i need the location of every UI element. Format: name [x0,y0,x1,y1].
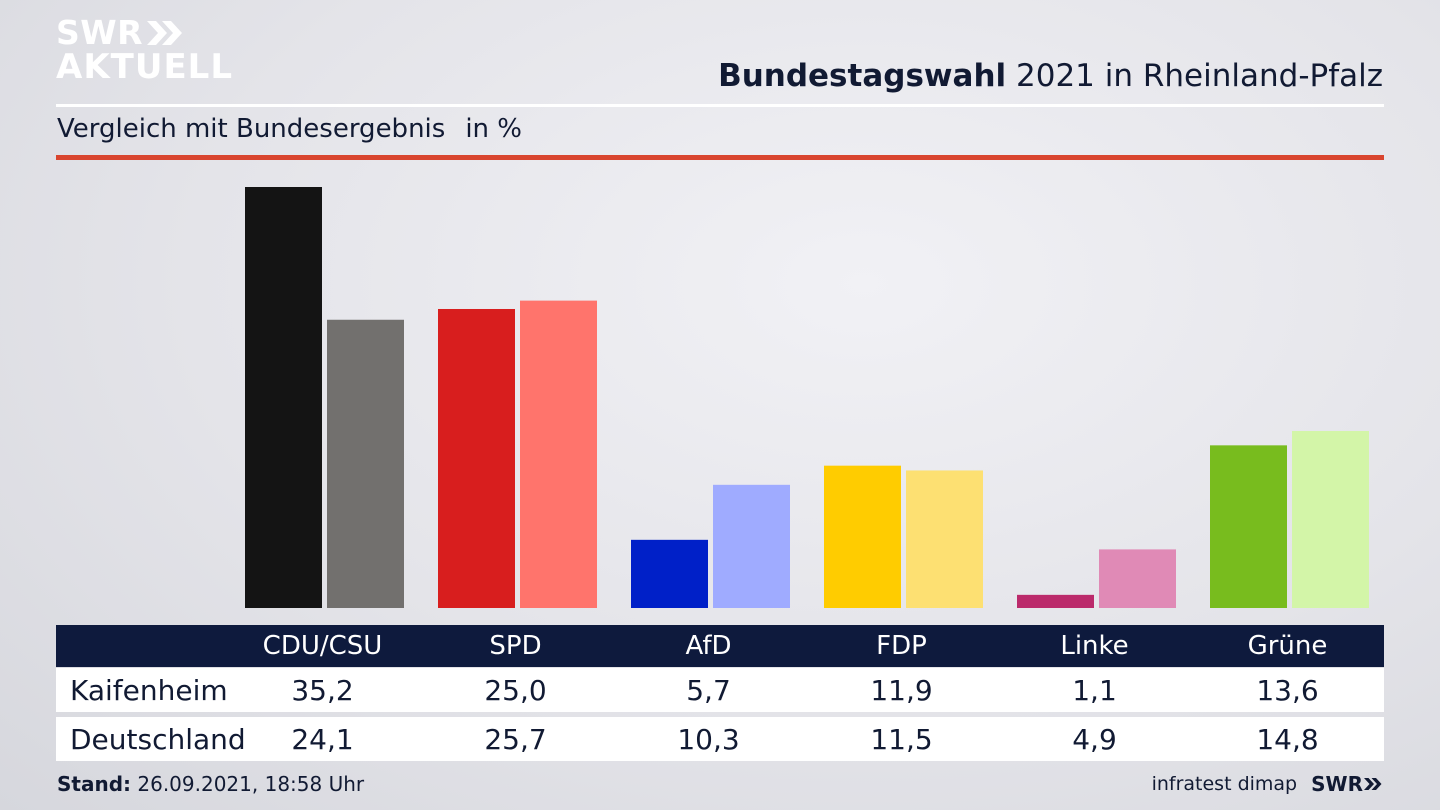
table-row: Kaifenheim 35,2 25,0 5,7 11,9 1,1 13,6 [56,668,1384,712]
swr-aktuell-logo: SWR AKTUELL [56,16,233,84]
logo-swr-text: SWR [56,13,144,52]
party-header: Linke [1060,631,1129,661]
header-divider [56,104,1384,107]
title-bold: Bundestagswahl [718,58,1007,94]
party-header: CDU/CSU [262,631,383,661]
bar-kaifenheim [1210,445,1287,608]
bar-deutschland [520,300,597,608]
bar-kaifenheim [438,308,515,608]
value-cell: 11,9 [870,673,933,707]
value-cell: 4,9 [1072,722,1117,756]
bar-kaifenheim [245,187,322,608]
results-table: CDU/CSU SPD AfD FDP Linke Grüne Kaifenhe… [56,625,1384,761]
timestamp: Stand: 26.09.2021, 18:58 Uhr [57,772,364,796]
bar-kaifenheim [631,539,708,608]
source-credit: infratest dimap SWR [1152,772,1383,796]
value-cell: 1,1 [1072,673,1117,707]
row-label: Deutschland [70,722,246,756]
bar-deutschland [1292,430,1369,608]
party-header: SPD [489,631,542,661]
title-rest: 2021 in Rheinland-Pfalz [1006,58,1383,94]
subtitle-divider [56,155,1384,160]
bar-deutschland [713,484,790,608]
value-cell: 13,6 [1256,673,1319,707]
party-header: Grüne [1247,631,1328,661]
value-cell: 35,2 [291,673,354,707]
bar-kaifenheim [1017,594,1094,608]
table-header-row: CDU/CSU SPD AfD FDP Linke Grüne [56,625,1384,667]
value-cell: 10,3 [677,722,740,756]
bar-kaifenheim [824,465,901,608]
unit-label: in % [465,114,522,144]
row-label: Kaifenheim [70,673,228,707]
subtitle-text: Vergleich mit Bundesergebnis [57,114,446,144]
swr-footer-logo: SWR [1311,772,1383,796]
stand-label: Stand: [57,772,132,796]
value-cell: 24,1 [291,722,354,756]
chevrons-icon [147,20,183,45]
logo-aktuell-text: AKTUELL [56,47,234,87]
swr-footer-text: SWR [1311,772,1363,796]
bar-chart [245,187,1369,608]
page-title: Bundestagswahl 2021 in Rheinland-Pfalz [718,58,1383,94]
value-cell: 11,5 [870,722,933,756]
source-text: infratest dimap [1151,773,1298,795]
subtitle: Vergleich mit Bundesergebnis in % [57,114,522,144]
party-header: AfD [685,631,732,661]
value-cell: 14,8 [1256,722,1319,756]
bar-deutschland [1099,549,1176,608]
value-cell: 5,7 [686,673,731,707]
table-row: Deutschland 24,1 25,7 10,3 11,5 4,9 14,8 [56,717,1384,761]
chevrons-icon [1364,778,1382,790]
stand-value: 26.09.2021, 18:58 Uhr [131,772,365,796]
party-header: FDP [876,631,927,661]
bar-deutschland [327,319,404,608]
value-cell: 25,0 [484,673,547,707]
value-cell: 25,7 [484,722,547,756]
bar-deutschland [906,470,983,608]
